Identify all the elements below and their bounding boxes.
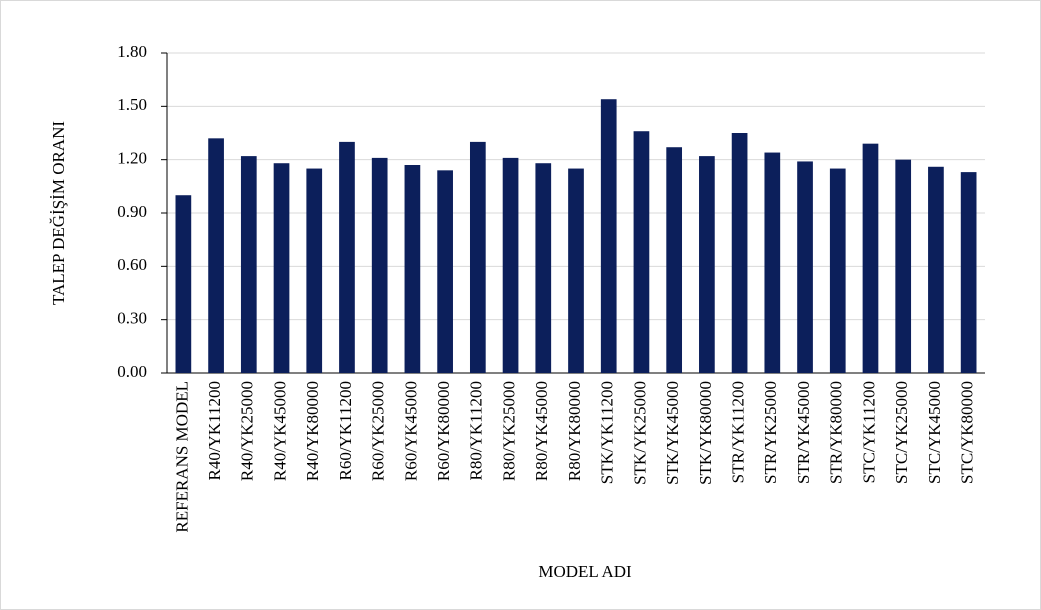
bar [469, 141, 486, 373]
bar [502, 157, 519, 373]
x-tick-label: STR/YK45000 [794, 381, 813, 484]
x-tick-label: STK/YK80000 [696, 381, 715, 485]
y-tick-label: 1.20 [117, 149, 147, 168]
y-tick-label: 0.00 [117, 362, 147, 381]
bar [960, 172, 977, 373]
y-tick-label: 0.30 [117, 309, 147, 328]
x-tick-label: R40/YK80000 [303, 381, 322, 481]
y-tick-label: 0.60 [117, 255, 147, 274]
x-axis-label: MODEL ADI [538, 562, 632, 581]
x-tick-label: STR/YK80000 [827, 381, 846, 484]
bar [731, 133, 748, 373]
bar [437, 170, 453, 373]
bar [895, 159, 912, 373]
bar [273, 163, 290, 373]
x-tick-label: STC/YK80000 [958, 381, 977, 484]
x-tick-label: R40/YK11200 [205, 381, 224, 481]
x-tick-label: R80/YK80000 [565, 381, 584, 481]
x-tick-label: STR/YK11200 [729, 381, 748, 483]
bar [404, 165, 421, 373]
bar [862, 143, 879, 373]
bar [339, 141, 355, 373]
bar [306, 168, 323, 373]
x-tick-label: STK/YK11200 [598, 381, 617, 484]
x-tick-label: STR/YK25000 [761, 381, 780, 484]
bar [535, 163, 552, 373]
bar [633, 131, 650, 373]
x-tick-label: R80/YK11200 [467, 381, 486, 481]
x-tick-label: STK/YK25000 [630, 381, 649, 485]
x-tick-label: STC/YK11200 [859, 381, 878, 483]
x-tick-label: R60/YK11200 [336, 381, 355, 481]
bar [568, 168, 584, 373]
x-tick-label: R60/YK45000 [401, 381, 420, 481]
x-tick-label: R60/YK25000 [369, 381, 388, 481]
x-tick-label: REFERANS MODEL [172, 381, 191, 533]
bar [829, 168, 846, 373]
bar [600, 99, 617, 373]
x-tick-label: R40/YK45000 [270, 381, 289, 481]
x-tick-label: R80/YK45000 [532, 381, 551, 481]
bar [699, 156, 715, 373]
x-tick-label: STC/YK45000 [925, 381, 944, 484]
x-tick-label: R40/YK25000 [238, 381, 257, 481]
x-tick-label: STK/YK45000 [663, 381, 682, 485]
x-tick-label: R80/YK25000 [499, 381, 518, 481]
bar [371, 157, 388, 373]
bar [797, 161, 813, 373]
bar [928, 166, 944, 373]
x-tick-label: STC/YK25000 [892, 381, 911, 484]
bar [175, 195, 192, 373]
bar [666, 147, 683, 373]
bar [240, 156, 257, 373]
y-axis-label: TALEP DEĞİŞİM ORANI [49, 121, 68, 305]
y-tick-label: 1.80 [117, 42, 147, 61]
y-tick-label: 1.50 [117, 95, 147, 114]
y-tick-label: 0.90 [117, 202, 147, 221]
bar [208, 138, 224, 373]
bar [764, 152, 781, 373]
x-tick-label: R60/YK80000 [434, 381, 453, 481]
